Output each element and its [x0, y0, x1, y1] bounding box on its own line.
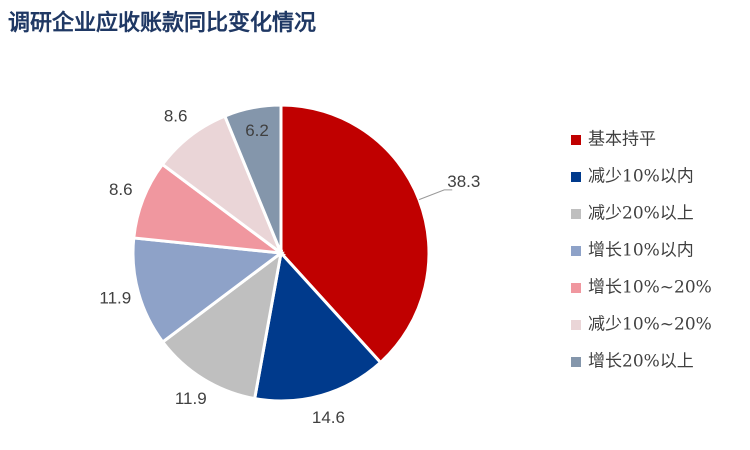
legend-swatch [571, 209, 581, 219]
legend-label: 减少10%~20% [588, 315, 712, 335]
data-label: 11.9 [99, 289, 131, 308]
data-label: 14.6 [312, 408, 345, 427]
pie-slice [160, 249, 284, 401]
legend-swatch [571, 246, 581, 256]
data-label: 38.3 [447, 172, 480, 191]
chart-title: 调研企业应收账款同比变化情况 [8, 10, 316, 36]
legend-swatch [571, 172, 581, 182]
legend-swatch [571, 320, 581, 330]
leader-line [418, 189, 453, 201]
legend-label: 增长10%~20% [588, 278, 712, 298]
legend-label: 减少10%以内 [588, 167, 694, 187]
pie-slice [222, 103, 283, 254]
legend-label: 基本持平 [588, 130, 656, 150]
legend-label: 增长20%以上 [588, 352, 694, 372]
data-label: 11.9 [175, 389, 207, 408]
pie-slice [131, 236, 285, 345]
data-label: 6.2 [245, 121, 269, 140]
legend-swatch [571, 357, 581, 367]
legend-swatch [571, 283, 581, 293]
legend-label: 增长10%以内 [588, 241, 694, 261]
legend-swatch [571, 135, 581, 145]
data-label: 8.6 [164, 107, 188, 126]
legend-label: 减少20%以上 [588, 204, 694, 224]
pie-slice [252, 249, 383, 403]
data-label: 8.6 [109, 180, 133, 199]
